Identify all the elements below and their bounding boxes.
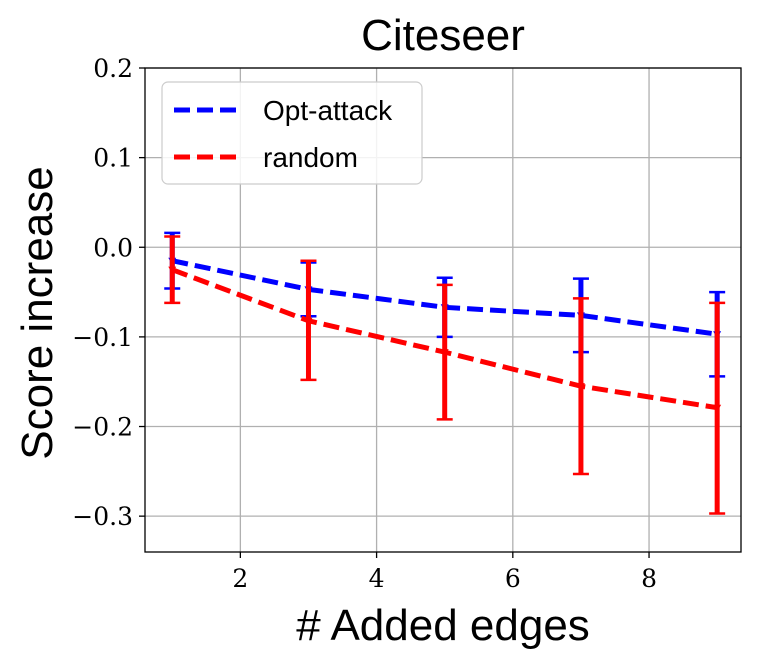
data-point [713, 404, 722, 412]
legend-label-opt-attack: Opt-attack [263, 95, 393, 126]
x-tick-label: 4 [369, 564, 385, 593]
y-tick-label: 0.0 [93, 233, 133, 262]
series-layer [164, 231, 726, 515]
x-tick-label: 8 [641, 564, 657, 593]
chart-title: Citeseer [361, 11, 525, 60]
y-tick-label: 0.2 [93, 54, 133, 83]
ticks: 2 4 6 8 0.2 0.1 0.0 −0.1 −0.2 −0.3 [72, 54, 657, 593]
x-tick-label: 2 [232, 564, 248, 593]
legend-label-random: random [263, 142, 358, 173]
legend: Opt-attack random [161, 81, 423, 185]
y-tick-label: −0.3 [72, 502, 133, 531]
x-tick-label: 6 [505, 564, 521, 593]
y-tick-label: −0.1 [72, 323, 133, 352]
plot-frame [144, 67, 742, 553]
x-axis-label: # Added edges [296, 601, 590, 650]
data-point [576, 383, 585, 391]
data-point [304, 317, 313, 325]
y-tick-label: −0.2 [72, 413, 133, 442]
data-point [168, 266, 177, 274]
series-random [164, 235, 726, 515]
data-point [440, 349, 449, 357]
y-axis-label: Score increase [13, 166, 62, 459]
y-tick-label: 0.1 [93, 144, 133, 173]
